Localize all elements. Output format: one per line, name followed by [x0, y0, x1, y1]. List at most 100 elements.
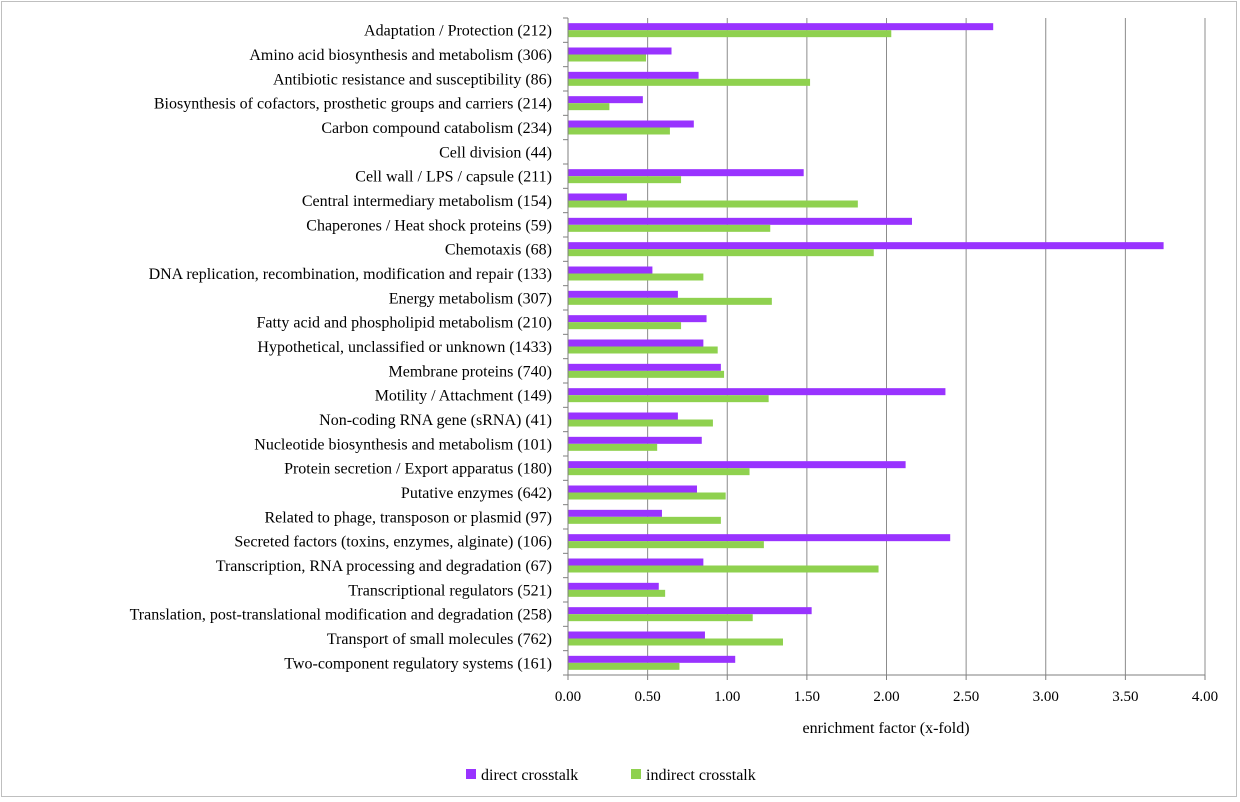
bar-indirect	[568, 249, 874, 257]
x-axis-title: enrichment factor (x-fold)	[802, 720, 969, 737]
bar-direct	[568, 607, 812, 615]
category-label: Two-component regulatory systems (161)	[284, 655, 552, 672]
bar-direct	[568, 169, 804, 177]
x-tick-label: 1.00	[714, 689, 740, 705]
category-label: Transcriptional regulators (521)	[348, 582, 552, 599]
category-label: Motility / Attachment (149)	[375, 388, 552, 405]
bar-direct	[568, 655, 736, 663]
bars	[568, 23, 1164, 670]
category-label: Central intermediary metabolism (154)	[302, 193, 552, 210]
bar-direct	[568, 242, 1164, 250]
bar-direct	[568, 436, 702, 444]
category-label: Protein secretion / Export apparatus (18…	[284, 461, 552, 478]
category-label: Transport of small molecules (762)	[327, 631, 552, 648]
category-label: Putative enzymes (642)	[401, 485, 552, 502]
category-label: Biosynthesis of cofactors, prosthetic gr…	[154, 96, 552, 113]
x-tick-label: 3.50	[1112, 689, 1138, 705]
category-labels: Adaptation / Protection (212) Amino acid …	[130, 23, 552, 673]
category-label: Chaperones / Heat shock proteins (59)	[306, 217, 552, 234]
bar-direct	[568, 120, 694, 128]
bar-indirect	[568, 200, 858, 208]
bar-indirect	[568, 176, 682, 184]
axes	[563, 17, 1206, 680]
bar-indirect	[568, 395, 769, 403]
category-label: Membrane proteins (740)	[388, 363, 552, 380]
category-label: DNA replication, recombination, modifica…	[149, 266, 552, 283]
bar-direct	[568, 558, 704, 566]
category-label: Hypothetical, unclassified or unknown (1…	[257, 339, 552, 356]
bar-direct	[568, 266, 653, 274]
bar-direct	[568, 339, 704, 347]
bar-indirect	[568, 127, 670, 135]
legend-swatch-indirect	[631, 769, 641, 779]
x-tick-label: 2.00	[873, 689, 899, 705]
gridlines	[647, 18, 1206, 675]
bar-direct	[568, 631, 705, 639]
bar-indirect	[568, 614, 753, 622]
x-tick-label: 1.50	[794, 689, 820, 705]
bar-indirect	[568, 273, 704, 281]
bar-indirect	[568, 589, 666, 597]
bar-indirect	[568, 370, 725, 378]
bar-direct	[568, 193, 627, 201]
x-tick-labels: 0.00 0.50 1.00 1.50 2.00 2.50 3.00 3.50 4.00	[555, 689, 1218, 705]
bar-indirect	[568, 516, 721, 524]
bar-indirect	[568, 565, 879, 573]
category-label: Energy metabolism (307)	[389, 290, 552, 307]
bar-direct	[568, 582, 659, 590]
bar-direct	[568, 388, 946, 396]
category-label: Non-coding RNA gene (sRNA) (41)	[319, 412, 552, 429]
category-label: Carbon compound catabolism (234)	[321, 120, 552, 137]
category-label: Antibiotic resistance and susceptibility…	[273, 71, 552, 88]
bar-indirect	[568, 297, 772, 305]
bar-indirect	[568, 638, 783, 646]
bar-direct	[568, 485, 697, 493]
bar-indirect	[568, 468, 750, 476]
bar-direct	[568, 412, 678, 420]
category-label: Transcription, RNA processing and degrad…	[216, 558, 552, 575]
bar-direct	[568, 509, 662, 517]
legend-swatch-direct	[466, 769, 476, 779]
category-label: Fatty acid and phospholipid metabolism (…	[256, 315, 552, 332]
bar-direct	[568, 534, 951, 542]
bar-direct	[568, 23, 994, 31]
legend-label-indirect: indirect crosstalk	[646, 767, 756, 784]
bar-direct	[568, 96, 643, 104]
bar-direct	[568, 47, 672, 55]
category-label: Chemotaxis (68)	[445, 242, 552, 259]
bar-indirect	[568, 541, 764, 549]
x-tick-label: 3.00	[1033, 689, 1059, 705]
category-label: Secreted factors (toxins, enzymes, algin…	[234, 534, 552, 551]
x-tick-label: 0.50	[635, 689, 661, 705]
category-label: Adaptation / Protection (212)	[364, 23, 552, 40]
bar-indirect	[568, 419, 713, 427]
bar-direct	[568, 363, 721, 371]
x-tick-label: 4.00	[1192, 689, 1218, 705]
legend: direct crosstalk indirect crosstalk	[466, 767, 756, 784]
legend-label-direct: direct crosstalk	[481, 767, 578, 784]
bar-indirect	[568, 346, 718, 354]
bar-indirect	[568, 78, 811, 86]
bar-indirect	[568, 224, 771, 232]
bar-indirect	[568, 322, 682, 330]
bar-indirect	[568, 54, 647, 62]
category-label: Cell division (44)	[439, 144, 552, 161]
bar-direct	[568, 217, 912, 225]
bar-indirect	[568, 103, 610, 111]
bar-direct	[568, 290, 678, 298]
category-label: Cell wall / LPS / capsule (211)	[355, 169, 552, 186]
x-tick-label: 2.50	[953, 689, 979, 705]
bar-indirect	[568, 443, 658, 451]
category-label: Nucleotide biosynthesis and metabolism (…	[254, 436, 552, 453]
bar-indirect	[568, 492, 726, 500]
bar-direct	[568, 71, 699, 79]
category-label: Translation, post-translational modifica…	[130, 607, 552, 624]
category-label: Amino acid biosynthesis and metabolism (…	[249, 47, 552, 64]
bar-indirect	[568, 30, 892, 38]
category-label: Related to phage, transposon or plasmid …	[265, 509, 553, 526]
bar-indirect	[568, 662, 680, 670]
x-tick-label: 0.00	[555, 689, 581, 705]
bar-direct	[568, 315, 707, 323]
